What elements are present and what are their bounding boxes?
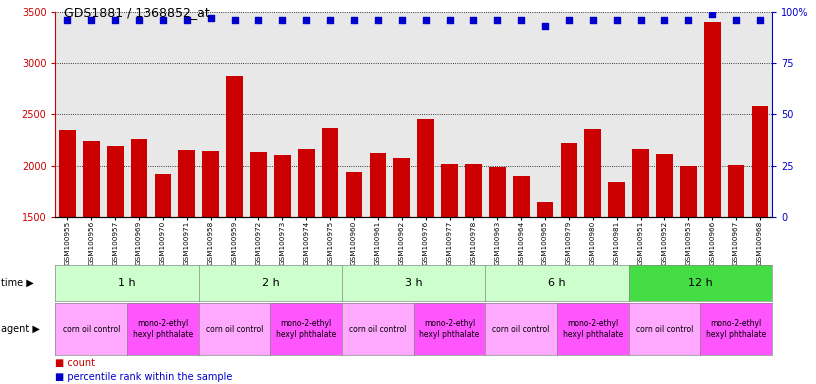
Point — [157, 17, 170, 23]
Point — [180, 17, 193, 23]
Bar — [107, 146, 123, 217]
Bar — [131, 139, 148, 217]
Text: GDS1881 / 1368852_at: GDS1881 / 1368852_at — [64, 6, 210, 19]
Point — [419, 17, 432, 23]
Point — [539, 23, 552, 29]
Point — [371, 17, 384, 23]
Text: agent ▶: agent ▶ — [1, 324, 40, 334]
Point — [562, 17, 575, 23]
Point — [658, 17, 671, 23]
Bar — [656, 154, 673, 217]
Bar — [393, 158, 410, 217]
Bar — [322, 127, 339, 217]
Point — [753, 17, 766, 23]
Point — [252, 17, 265, 23]
Bar — [370, 153, 386, 217]
Bar — [251, 152, 267, 217]
Point — [132, 17, 145, 23]
Point — [299, 17, 313, 23]
Text: ■ count: ■ count — [55, 358, 95, 368]
Point — [109, 17, 122, 23]
Bar — [417, 119, 434, 217]
Text: corn oil control: corn oil control — [63, 325, 120, 334]
Bar — [512, 176, 530, 217]
Point — [85, 17, 98, 23]
Text: ■ percentile rank within the sample: ■ percentile rank within the sample — [55, 372, 233, 382]
Point — [204, 15, 217, 21]
Text: corn oil control: corn oil control — [349, 325, 406, 334]
Bar — [704, 22, 721, 217]
Text: mono-2-ethyl
hexyl phthalate: mono-2-ethyl hexyl phthalate — [706, 319, 766, 339]
Text: 1 h: 1 h — [118, 278, 136, 288]
Text: mono-2-ethyl
hexyl phthalate: mono-2-ethyl hexyl phthalate — [133, 319, 193, 339]
Point — [682, 17, 695, 23]
Point — [228, 17, 241, 23]
Bar — [584, 129, 601, 217]
Bar — [202, 151, 219, 217]
Bar — [537, 202, 553, 217]
Text: 2 h: 2 h — [262, 278, 279, 288]
Bar — [609, 182, 625, 217]
Bar — [298, 149, 315, 217]
Bar — [274, 156, 290, 217]
Text: time ▶: time ▶ — [1, 278, 33, 288]
Point — [586, 17, 599, 23]
Point — [467, 17, 480, 23]
Text: 6 h: 6 h — [548, 278, 565, 288]
Bar — [752, 106, 769, 217]
Text: mono-2-ethyl
hexyl phthalate: mono-2-ethyl hexyl phthalate — [419, 319, 480, 339]
Bar — [489, 167, 506, 217]
Point — [515, 17, 528, 23]
Point — [61, 17, 74, 23]
Bar — [179, 150, 195, 217]
Point — [634, 17, 647, 23]
Bar — [59, 130, 76, 217]
Bar — [226, 76, 243, 217]
Text: 3 h: 3 h — [405, 278, 423, 288]
Bar — [728, 165, 744, 217]
Text: corn oil control: corn oil control — [636, 325, 693, 334]
Bar — [346, 172, 362, 217]
Bar — [154, 174, 171, 217]
Bar — [83, 141, 100, 217]
Bar — [561, 143, 577, 217]
Point — [395, 17, 408, 23]
Text: mono-2-ethyl
hexyl phthalate: mono-2-ethyl hexyl phthalate — [276, 319, 336, 339]
Bar — [680, 166, 697, 217]
Bar — [441, 164, 458, 217]
Text: mono-2-ethyl
hexyl phthalate: mono-2-ethyl hexyl phthalate — [563, 319, 623, 339]
Text: 12 h: 12 h — [688, 278, 712, 288]
Point — [443, 17, 456, 23]
Bar — [632, 149, 649, 217]
Point — [610, 17, 623, 23]
Point — [490, 17, 503, 23]
Text: corn oil control: corn oil control — [206, 325, 264, 334]
Point — [324, 17, 337, 23]
Point — [730, 17, 743, 23]
Point — [348, 17, 361, 23]
Bar — [465, 164, 481, 217]
Point — [276, 17, 289, 23]
Point — [706, 10, 719, 17]
Text: corn oil control: corn oil control — [493, 325, 550, 334]
